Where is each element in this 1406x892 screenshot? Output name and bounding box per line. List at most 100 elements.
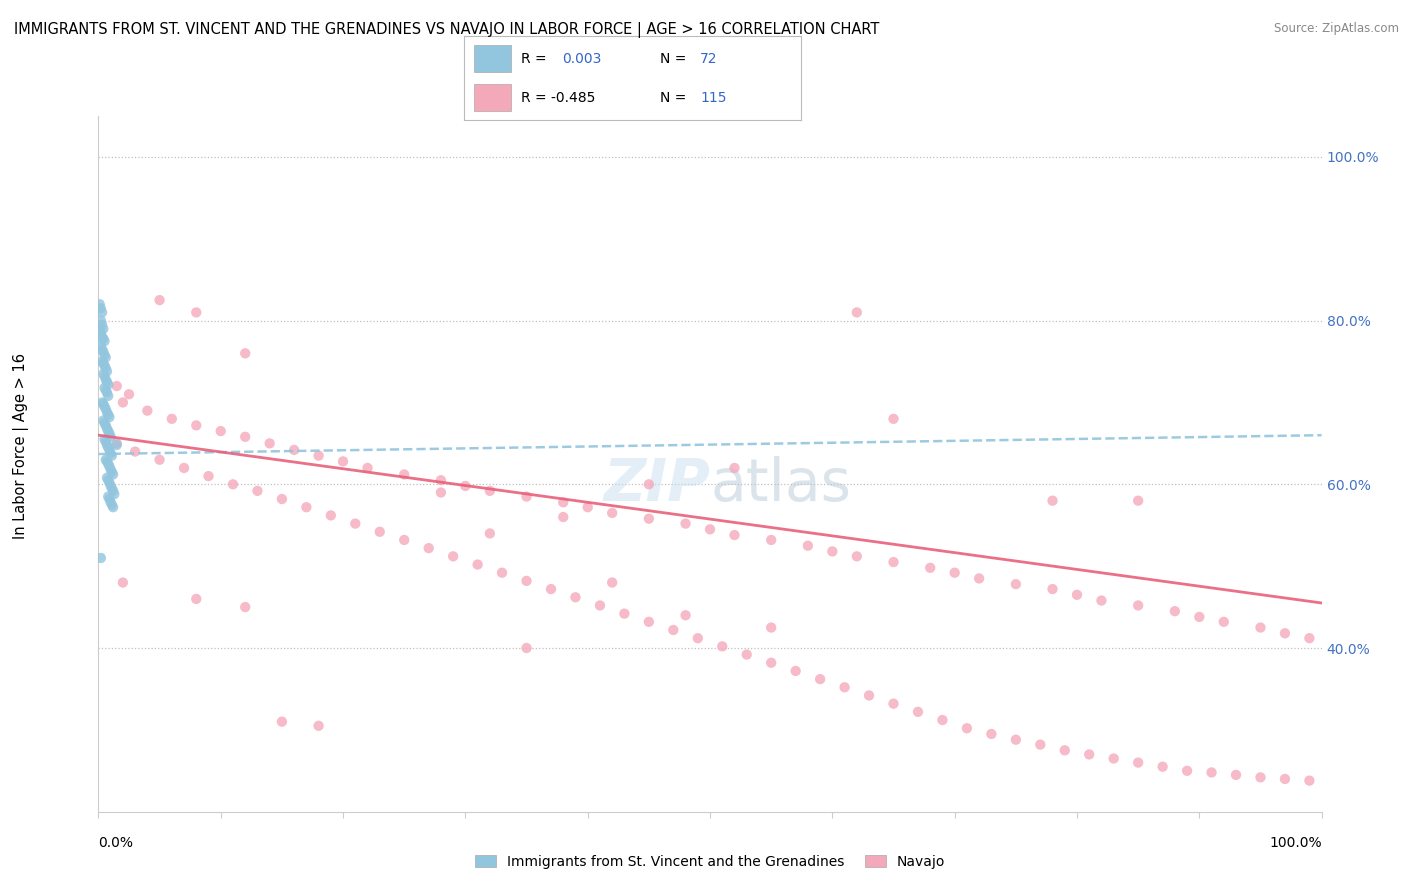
Point	[93, 359, 115, 373]
Point	[94, 452, 117, 467]
Point	[91, 322, 114, 336]
Point	[761, 656, 783, 670]
Point	[97, 441, 120, 455]
Point	[91, 395, 114, 409]
Point	[96, 454, 118, 468]
Text: 72: 72	[700, 52, 717, 65]
Point	[1004, 577, 1026, 591]
Point	[91, 330, 114, 344]
Point	[136, 403, 159, 417]
Point	[907, 705, 929, 719]
Point	[90, 301, 112, 316]
Point	[186, 591, 208, 606]
Point	[89, 297, 111, 311]
Point	[94, 361, 117, 376]
Point	[967, 571, 990, 585]
Point	[233, 600, 256, 615]
Point	[91, 344, 114, 359]
Point	[94, 418, 117, 433]
Text: N =: N =	[659, 91, 686, 104]
Point	[1212, 615, 1234, 629]
Point	[98, 426, 121, 441]
Point	[600, 506, 623, 520]
Point	[101, 449, 124, 463]
Point	[101, 483, 124, 498]
Point	[515, 574, 537, 588]
Point	[149, 452, 172, 467]
Point	[1053, 743, 1076, 757]
Point	[222, 477, 245, 491]
Text: IMMIGRANTS FROM ST. VINCENT AND THE GRENADINES VS NAVAJO IN LABOR FORCE | AGE > : IMMIGRANTS FROM ST. VINCENT AND THE GREN…	[14, 22, 879, 38]
Point	[931, 713, 953, 727]
Point	[675, 516, 697, 531]
Point	[98, 475, 121, 490]
Point	[94, 383, 117, 397]
Point	[319, 508, 342, 523]
Point	[540, 582, 562, 596]
Point	[454, 479, 477, 493]
Point	[105, 438, 128, 452]
Point	[1128, 756, 1150, 770]
Point	[160, 412, 183, 426]
Point	[97, 389, 120, 403]
Point	[392, 467, 416, 482]
Point	[96, 422, 118, 436]
Point	[93, 334, 115, 348]
Point	[1249, 770, 1271, 784]
Text: Source: ZipAtlas.com: Source: ZipAtlas.com	[1274, 22, 1399, 36]
Point	[124, 444, 146, 458]
Point	[920, 561, 942, 575]
Point	[94, 402, 117, 417]
Point	[600, 575, 623, 590]
Point	[295, 500, 318, 515]
Point	[101, 500, 124, 515]
Point	[564, 591, 586, 605]
Point	[675, 608, 697, 623]
Point	[553, 495, 575, 509]
Point	[441, 549, 464, 564]
Point	[638, 511, 661, 525]
Point	[186, 305, 208, 319]
Point	[97, 457, 120, 471]
Point	[91, 343, 114, 357]
Point	[100, 495, 122, 509]
Text: 0.0%: 0.0%	[98, 836, 134, 850]
Point	[91, 305, 114, 319]
Point	[662, 623, 685, 637]
Point	[105, 379, 128, 393]
Text: In Labor Force | Age > 16: In Labor Force | Age > 16	[13, 353, 30, 539]
Point	[101, 467, 124, 482]
Point	[149, 293, 172, 307]
Point	[90, 326, 112, 340]
Point	[90, 338, 112, 352]
Point	[97, 424, 120, 438]
Point	[197, 469, 219, 483]
Point	[589, 599, 612, 613]
Point	[1078, 747, 1101, 762]
Text: N =: N =	[659, 52, 686, 65]
Point	[1249, 621, 1271, 635]
Point	[699, 522, 721, 536]
Text: 0.003: 0.003	[562, 52, 602, 65]
Point	[785, 664, 807, 678]
Point	[430, 485, 453, 500]
Point	[735, 648, 758, 662]
Point	[233, 430, 256, 444]
Point	[91, 397, 114, 411]
Point	[89, 322, 111, 336]
Point	[96, 405, 118, 419]
Point	[100, 462, 122, 476]
Point	[1164, 604, 1187, 618]
Point	[467, 558, 489, 572]
Point	[1188, 610, 1211, 624]
Point	[94, 351, 117, 365]
Point	[90, 551, 112, 566]
Point	[723, 528, 745, 542]
Point	[186, 418, 208, 433]
Point	[98, 442, 121, 457]
Point	[98, 410, 121, 425]
Point	[515, 640, 537, 655]
Text: ZIP: ZIP	[603, 456, 710, 513]
Point	[808, 672, 831, 686]
Point	[761, 533, 783, 547]
